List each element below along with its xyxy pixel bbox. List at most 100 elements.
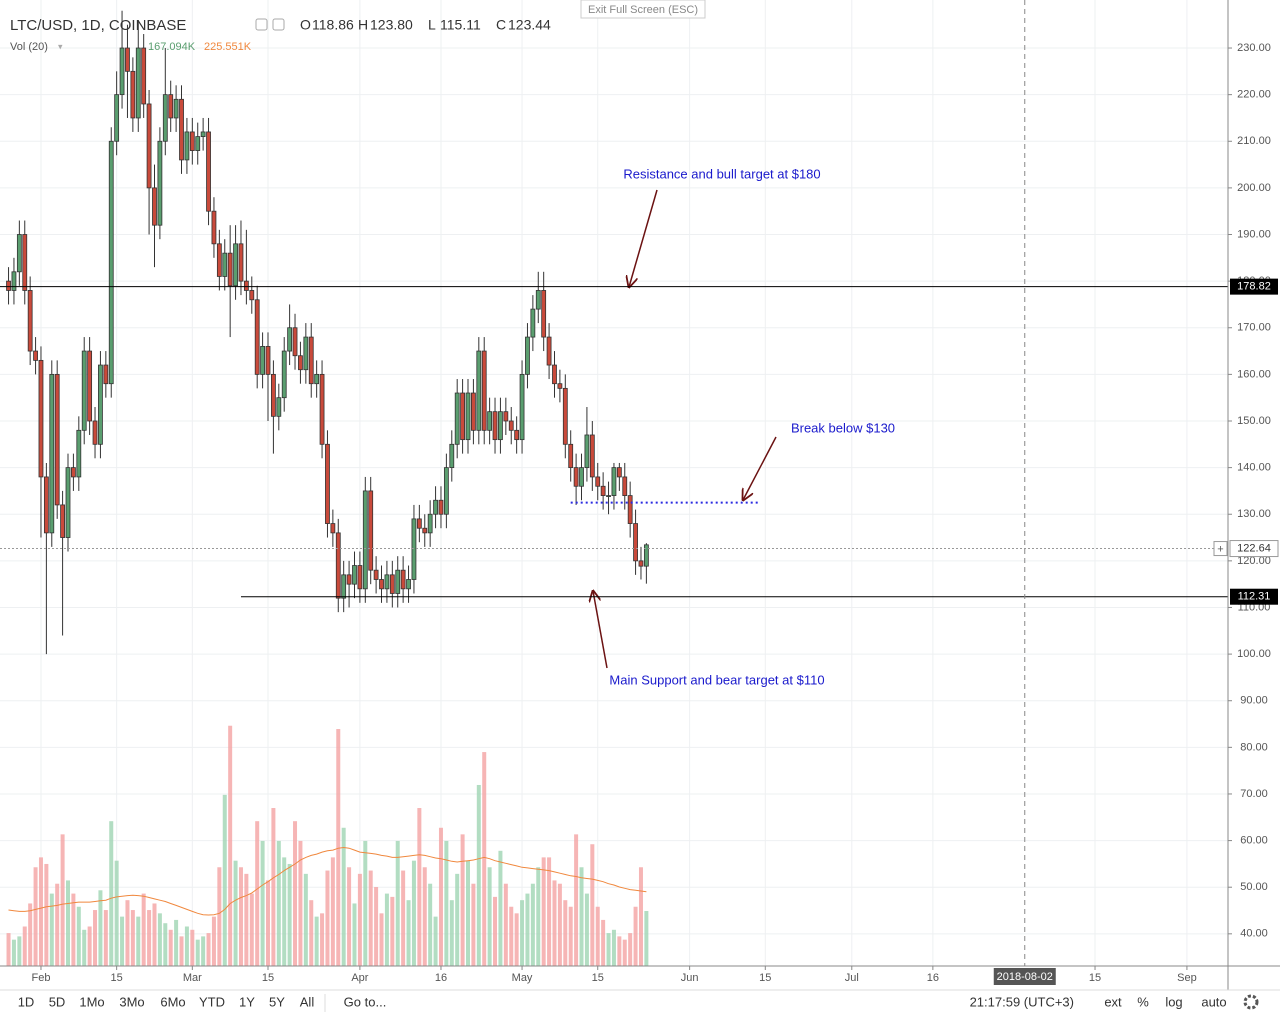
volume-bar (498, 850, 503, 966)
level-label-box (1230, 278, 1278, 295)
dropdown-icon[interactable]: ▾ (58, 41, 63, 51)
candle-body (108, 140, 114, 385)
volume-bar (611, 929, 616, 966)
volume-bar (568, 906, 573, 966)
range-button[interactable]: 1Y (239, 994, 255, 1009)
volume-bar (217, 867, 222, 966)
option-button[interactable]: log (1165, 994, 1182, 1009)
x-tick-label: Jul (845, 972, 859, 984)
level-label-box (1230, 588, 1278, 605)
volume-bar (644, 911, 649, 966)
candle-body (514, 429, 520, 441)
volume-pane (6, 725, 649, 966)
volume-bar (168, 929, 173, 966)
plus-icon[interactable]: + (1217, 543, 1223, 555)
x-tick-label: 16 (927, 972, 939, 984)
volume-bar (152, 903, 157, 966)
x-tick-label: May (512, 972, 533, 984)
volume-ma-line (8, 846, 647, 916)
option-button[interactable]: % (1137, 994, 1149, 1009)
volume-label: Vol (20) (10, 41, 48, 53)
range-button[interactable]: 6Mo (160, 994, 185, 1009)
candle-body (281, 350, 287, 399)
volume-bar (82, 929, 87, 966)
range-button[interactable]: 3Mo (119, 994, 144, 1009)
candle-body (238, 243, 244, 282)
volume-bar (541, 857, 546, 966)
y-tick-label: 150.00 (1237, 415, 1271, 427)
volume-bar (255, 821, 260, 966)
candle-body (103, 364, 109, 385)
icon[interactable] (272, 18, 285, 31)
toolbar: 1D 5D 1Mo 3Mo 6Mo YTD 1Y 5Y All Go to... 21:17:59 … (18, 994, 1259, 1012)
goto-button[interactable]: Go to... (344, 994, 387, 1009)
candle-body (541, 290, 547, 338)
volume-bar (444, 840, 449, 966)
volume-bar (98, 890, 103, 966)
volume-bar (244, 873, 249, 966)
candle-body (395, 569, 401, 594)
candle-body (535, 290, 541, 310)
volume-bar (249, 893, 254, 966)
candle-body (330, 523, 336, 534)
volume-bar (379, 913, 384, 966)
candle-body (265, 345, 271, 375)
axes: 40.0050.0060.0070.0080.0090.00100.00110.… (31, 42, 1279, 985)
option-button[interactable]: auto (1201, 994, 1226, 1009)
candle-body (141, 47, 147, 105)
arrow (593, 591, 608, 669)
volume-bar (28, 903, 33, 966)
volume-bar (206, 933, 211, 966)
volume-bar (579, 867, 584, 966)
volume-bar (514, 913, 519, 966)
candle-body (568, 443, 574, 469)
candle-body (449, 443, 455, 469)
candle-body (325, 443, 330, 524)
x-tick-label: Apr (351, 972, 368, 984)
range-button[interactable]: 5D (49, 994, 66, 1009)
volume-bar (93, 910, 98, 966)
settings-icon[interactable] (1243, 994, 1259, 1010)
volume-bar (147, 910, 152, 966)
last-price-plus[interactable] (1213, 541, 1228, 557)
range-button[interactable]: All (300, 994, 315, 1009)
candle-body (152, 187, 157, 226)
volume-bar (76, 906, 81, 966)
ohlc-value: 118.86 (312, 17, 354, 33)
exit-fullscreen-button[interactable] (580, 0, 706, 19)
volume-bar (174, 919, 179, 966)
volume-bar (357, 873, 362, 966)
volume-bar (87, 926, 92, 966)
volume-bar (17, 936, 22, 966)
volume-bar (60, 834, 65, 966)
icon[interactable] (255, 18, 268, 31)
volume-bar (503, 883, 508, 966)
candle-body (6, 280, 11, 291)
range-button[interactable]: 5Y (269, 994, 285, 1009)
candle-body (33, 350, 38, 361)
level-label: 178.82 (1237, 281, 1271, 293)
candle-body (287, 327, 293, 352)
candle-body (411, 518, 417, 580)
candle-body (216, 243, 222, 277)
option-button[interactable]: ext (1104, 994, 1122, 1009)
range-button[interactable]: 1Mo (79, 994, 104, 1009)
candle-body (546, 336, 552, 366)
symbol: LTC/USD, 1D, COINBASE (10, 17, 186, 34)
range-button[interactable]: YTD (199, 994, 225, 1009)
candle-body (627, 495, 633, 524)
candle-body (433, 499, 438, 515)
exit-fullscreen-text[interactable]: Exit Full Screen (ESC) (588, 4, 698, 16)
volume-bar (44, 863, 49, 966)
candle-body (22, 234, 28, 291)
candle-body (314, 373, 320, 385)
candle-body (71, 467, 76, 478)
candle-body (498, 411, 503, 441)
candle-body (135, 47, 141, 119)
volume-bar (287, 863, 292, 966)
range-button[interactable]: 1D (18, 994, 35, 1009)
volume-bar (190, 929, 195, 966)
volume-bar (314, 916, 319, 966)
